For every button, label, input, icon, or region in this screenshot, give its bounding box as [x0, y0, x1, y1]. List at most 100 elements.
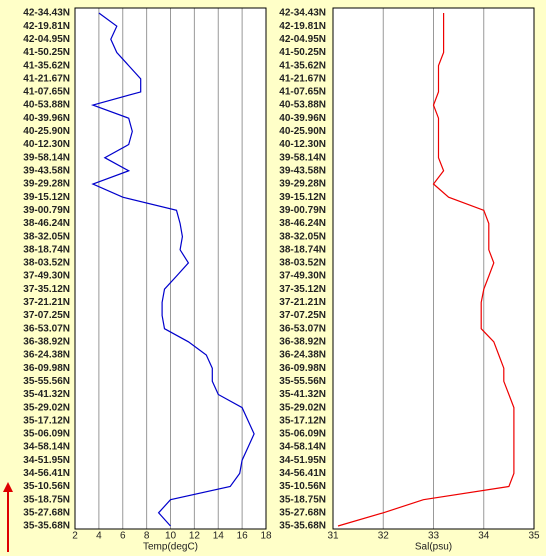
y-tick-label: 41-35.62N [23, 60, 70, 71]
y-tick-label: 39-29.28N [279, 179, 326, 190]
y-tick-label: 34-58.14N [279, 442, 326, 453]
y-tick-label: 40-39.96N [23, 113, 70, 124]
y-tick-label: 35-17.12N [23, 415, 70, 426]
y-tick-label: 42-04.95N [279, 34, 326, 45]
y-tick-label: 38-46.24N [279, 218, 326, 229]
x-tick-label: 16 [237, 531, 249, 542]
x-axis-label: Temp(degC) [143, 542, 198, 553]
y-tick-label: 35-17.12N [279, 415, 326, 426]
y-tick-label: 35-18.75N [23, 494, 70, 505]
y-tick-label: 42-19.81N [279, 21, 326, 32]
y-tick-label: 35-10.56N [279, 481, 326, 492]
x-tick-label: 12 [189, 531, 201, 542]
x-tick-label: 10 [165, 531, 177, 542]
y-tick-label: 38-46.24N [23, 218, 70, 229]
y-tick-label: 37-49.30N [23, 271, 70, 282]
y-tick-label: 39-43.58N [279, 165, 326, 176]
y-tick-label: 41-07.65N [23, 87, 70, 98]
y-tick-label: 40-53.88N [23, 100, 70, 111]
y-tick-label: 35-27.68N [279, 507, 326, 518]
y-tick-label: 36-38.92N [279, 336, 326, 347]
x-tick-label: 8 [144, 531, 150, 542]
y-tick-label: 39-43.58N [23, 165, 70, 176]
y-tick-label: 35-29.02N [23, 402, 70, 413]
y-tick-label: 35-35.68N [23, 521, 70, 532]
y-tick-label: 40-12.30N [23, 139, 70, 150]
y-tick-label: 36-38.92N [23, 336, 70, 347]
y-tick-label: 35-27.68N [23, 507, 70, 518]
y-tick-label: 39-58.14N [279, 152, 326, 163]
y-tick-label: 40-12.30N [279, 139, 326, 150]
y-tick-label: 36-24.38N [279, 350, 326, 361]
y-tick-label: 35-29.02N [279, 402, 326, 413]
y-tick-label: 37-07.25N [279, 310, 326, 321]
y-tick-label: 41-21.67N [279, 73, 326, 84]
y-tick-label: 39-15.12N [23, 192, 70, 203]
x-tick-label: 14 [213, 531, 225, 542]
y-tick-label: 38-18.74N [279, 244, 326, 255]
y-tick-label: 37-35.12N [23, 284, 70, 295]
y-tick-label: 37-35.12N [279, 284, 326, 295]
x-tick-label: 31 [327, 531, 339, 542]
y-tick-label: 36-09.98N [279, 363, 326, 374]
y-tick-label: 35-06.09N [279, 429, 326, 440]
y-tick-label: 37-21.21N [23, 297, 70, 308]
x-tick-label: 34 [478, 531, 490, 542]
y-tick-label: 39-00.79N [279, 205, 326, 216]
y-tick-label: 34-56.41N [23, 468, 70, 479]
y-tick-label: 35-41.32N [279, 389, 326, 400]
y-tick-label: 37-21.21N [279, 297, 326, 308]
y-tick-label: 38-03.52N [279, 258, 326, 269]
y-tick-label: 40-53.88N [279, 100, 326, 111]
x-axis-label: Sal(psu) [415, 542, 452, 553]
y-tick-label: 35-35.68N [279, 521, 326, 532]
y-tick-label: 35-18.75N [279, 494, 326, 505]
y-tick-label: 42-34.43N [23, 8, 70, 19]
y-tick-label: 40-25.90N [279, 126, 326, 137]
x-tick-label: 2 [72, 531, 78, 542]
data-line [337, 13, 515, 527]
y-tick-label: 35-55.56N [23, 376, 70, 387]
x-tick-label: 18 [260, 531, 272, 542]
y-tick-label: 41-50.25N [279, 47, 326, 58]
x-tick-label: 33 [428, 531, 440, 542]
y-tick-label: 34-58.14N [23, 442, 70, 453]
y-tick-label: 41-50.25N [23, 47, 70, 58]
y-tick-label: 35-06.09N [23, 429, 70, 440]
y-tick-label: 34-56.41N [279, 468, 326, 479]
y-tick-label: 36-53.07N [23, 323, 70, 334]
y-tick-label: 42-34.43N [279, 8, 326, 19]
y-tick-label: 39-29.28N [23, 179, 70, 190]
x-tick-label: 4 [96, 531, 102, 542]
y-tick-label: 39-00.79N [23, 205, 70, 216]
y-tick-label: 37-49.30N [279, 271, 326, 282]
x-tick-label: 35 [528, 531, 540, 542]
y-tick-label: 37-07.25N [23, 310, 70, 321]
y-tick-label: 36-53.07N [279, 323, 326, 334]
y-tick-label: 34-51.95N [279, 455, 326, 466]
y-tick-label: 35-41.32N [23, 389, 70, 400]
y-tick-label: 35-10.56N [23, 481, 70, 492]
arrow-head [3, 482, 13, 492]
y-tick-label: 36-24.38N [23, 350, 70, 361]
x-tick-label: 6 [120, 531, 126, 542]
y-tick-label: 39-15.12N [279, 192, 326, 203]
y-tick-label: 38-32.05N [23, 231, 70, 242]
y-tick-label: 34-51.95N [23, 455, 70, 466]
y-tick-label: 42-04.95N [23, 34, 70, 45]
y-tick-label: 40-39.96N [279, 113, 326, 124]
y-tick-label: 39-58.14N [23, 152, 70, 163]
y-tick-label: 35-55.56N [279, 376, 326, 387]
x-tick-label: 32 [378, 531, 390, 542]
y-tick-label: 41-35.62N [279, 60, 326, 71]
y-tick-label: 41-07.65N [279, 87, 326, 98]
data-line [90, 12, 255, 527]
y-tick-label: 36-09.98N [23, 363, 70, 374]
y-tick-label: 41-21.67N [23, 73, 70, 84]
plot-border [332, 7, 535, 530]
y-tick-label: 38-32.05N [279, 231, 326, 242]
y-tick-label: 38-18.74N [23, 244, 70, 255]
plot-border [74, 7, 267, 530]
y-tick-label: 42-19.81N [23, 21, 70, 32]
